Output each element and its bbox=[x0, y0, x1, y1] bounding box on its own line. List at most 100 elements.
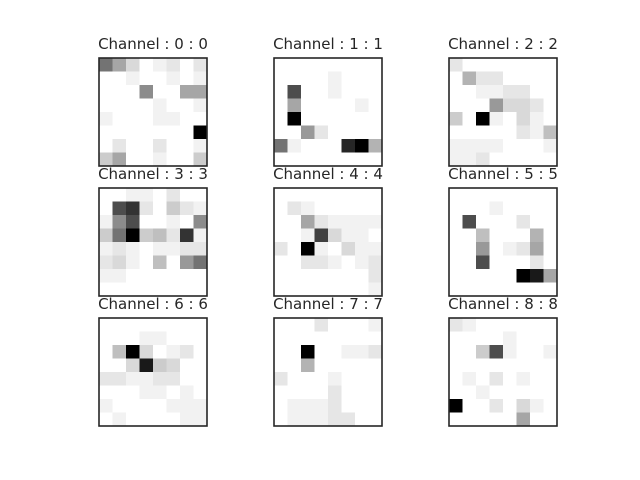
heatmap-cell bbox=[462, 282, 477, 297]
heatmap-cell bbox=[476, 201, 490, 216]
heatmap-cell bbox=[328, 58, 342, 72]
heatmap-cell bbox=[503, 125, 517, 140]
heatmap-cell bbox=[112, 318, 127, 332]
heatmap-cell bbox=[530, 345, 544, 359]
heatmap-cell bbox=[153, 372, 167, 386]
heatmap-cell bbox=[543, 399, 558, 413]
heatmap-cell bbox=[516, 152, 531, 167]
heatmap-cell bbox=[301, 152, 315, 167]
heatmap-cell bbox=[301, 412, 315, 427]
heatmap-cell bbox=[166, 412, 181, 427]
heatmap-cell bbox=[287, 139, 302, 153]
heatmap-cell bbox=[193, 318, 208, 332]
heatmap-cell bbox=[355, 228, 369, 243]
heatmap-cell bbox=[314, 98, 329, 113]
panel-title: Channel : 1 : 1 bbox=[273, 35, 383, 53]
heatmap-cell bbox=[449, 345, 463, 359]
heatmap-cell bbox=[180, 282, 194, 297]
heatmap-cell bbox=[301, 71, 315, 86]
heatmap-cell bbox=[99, 399, 113, 413]
heatmap-cell bbox=[274, 399, 288, 413]
heatmap-cell bbox=[341, 331, 356, 346]
heatmap-cell bbox=[180, 345, 194, 359]
heatmap-cell bbox=[287, 98, 302, 113]
heatmap-cell bbox=[99, 358, 113, 373]
heatmap-cell bbox=[153, 318, 167, 332]
heatmap-cell bbox=[462, 71, 477, 86]
heatmap-cell bbox=[489, 331, 504, 346]
heatmap-cell bbox=[274, 215, 288, 229]
heatmap-cell bbox=[166, 98, 181, 113]
heatmap-cell bbox=[462, 399, 477, 413]
heatmap-cell bbox=[287, 269, 302, 283]
heatmap-cell bbox=[489, 399, 504, 413]
heatmap-panel-3: Channel : 3 : 3 bbox=[98, 165, 208, 297]
heatmap-cell bbox=[449, 228, 463, 243]
heatmap-cell bbox=[449, 358, 463, 373]
heatmap-cell bbox=[139, 201, 154, 216]
heatmap-cell bbox=[368, 269, 383, 283]
heatmap-cell bbox=[503, 385, 517, 400]
heatmap-cell bbox=[287, 242, 302, 256]
heatmap-cell bbox=[341, 98, 356, 113]
heatmap-cell bbox=[368, 201, 383, 216]
heatmap-cell bbox=[112, 412, 127, 427]
heatmap-cell bbox=[476, 112, 490, 126]
heatmap-cell bbox=[543, 71, 558, 86]
heatmap-cell bbox=[314, 139, 329, 153]
heatmap-cell bbox=[355, 399, 369, 413]
heatmap-cell bbox=[489, 345, 504, 359]
heatmap-cell bbox=[489, 412, 504, 427]
heatmap-cell bbox=[449, 201, 463, 216]
heatmap-cell bbox=[166, 358, 181, 373]
panel-frame bbox=[98, 317, 208, 427]
heatmap-cell bbox=[126, 98, 140, 113]
heatmap-cell bbox=[476, 85, 490, 99]
heatmap-cell bbox=[301, 58, 315, 72]
heatmap-cell bbox=[355, 318, 369, 332]
heatmap-cell bbox=[301, 282, 315, 297]
heatmap-cell bbox=[153, 331, 167, 346]
heatmap-cell bbox=[112, 215, 127, 229]
heatmap-cell bbox=[489, 139, 504, 153]
heatmap-cell bbox=[328, 85, 342, 99]
heatmap-cell bbox=[328, 139, 342, 153]
heatmap-cell bbox=[166, 399, 181, 413]
heatmap-cell bbox=[99, 331, 113, 346]
heatmap-cell bbox=[287, 152, 302, 167]
heatmap-cell bbox=[462, 331, 477, 346]
heatmap-cell bbox=[180, 139, 194, 153]
heatmap-cell bbox=[328, 358, 342, 373]
heatmap-cell bbox=[193, 85, 208, 99]
heatmap-cell bbox=[139, 152, 154, 167]
heatmap-cell bbox=[314, 71, 329, 86]
heatmap-cell bbox=[503, 139, 517, 153]
heatmap-cell bbox=[489, 201, 504, 216]
heatmap-cell bbox=[126, 385, 140, 400]
heatmap-cell bbox=[287, 255, 302, 270]
heatmap-cell bbox=[180, 71, 194, 86]
heatmap-cell bbox=[543, 412, 558, 427]
heatmap-cell bbox=[287, 215, 302, 229]
heatmap-cell bbox=[503, 58, 517, 72]
heatmap-cell bbox=[503, 112, 517, 126]
heatmap-cell bbox=[112, 98, 127, 113]
heatmap-cell bbox=[368, 399, 383, 413]
heatmap-cell bbox=[489, 98, 504, 113]
heatmap-cell bbox=[328, 412, 342, 427]
heatmap-cell bbox=[449, 331, 463, 346]
heatmap-cell bbox=[543, 125, 558, 140]
heatmap-cell bbox=[368, 385, 383, 400]
heatmap-cell bbox=[462, 201, 477, 216]
heatmap-cell bbox=[462, 385, 477, 400]
heatmap-cell bbox=[503, 372, 517, 386]
heatmap-cell bbox=[180, 112, 194, 126]
heatmap-cell bbox=[530, 331, 544, 346]
heatmap-cell bbox=[301, 201, 315, 216]
heatmap-cell bbox=[489, 215, 504, 229]
heatmap-cell bbox=[355, 125, 369, 140]
panel-frame bbox=[273, 57, 383, 167]
heatmap-cell bbox=[126, 188, 140, 202]
heatmap-cell bbox=[341, 152, 356, 167]
heatmap-cell bbox=[180, 318, 194, 332]
